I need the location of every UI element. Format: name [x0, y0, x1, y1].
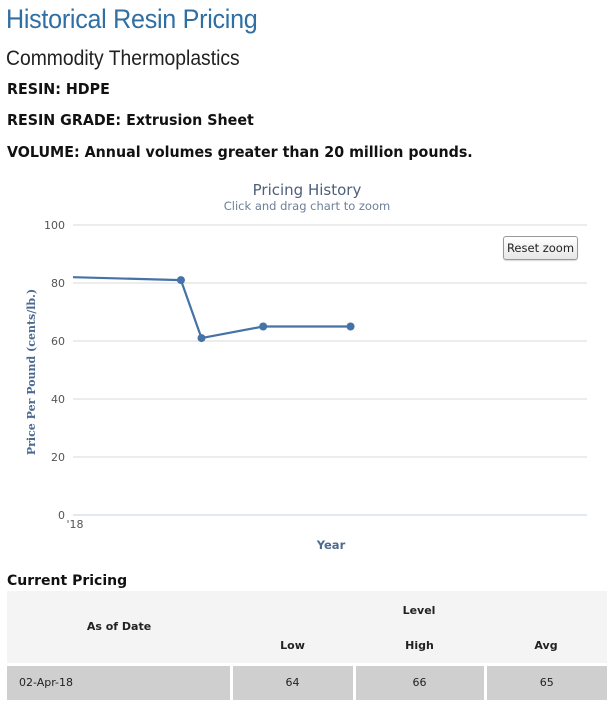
data-point[interactable] [176, 276, 185, 285]
reset-zoom-button[interactable]: Reset zoom [503, 236, 578, 260]
col-as-of-date: As of Date [7, 591, 231, 664]
grade-value: Extrusion Sheet [126, 111, 254, 129]
resin-info: RESIN: HDPE [7, 80, 110, 98]
chart-subtitle: Click and drag chart to zoom [224, 199, 390, 213]
y-tick-label: 80 [51, 277, 65, 290]
y-tick-label: 40 [51, 393, 65, 406]
table-row: 02-Apr-18 64 66 65 [7, 664, 607, 700]
cell-date: 02-Apr-18 [7, 664, 231, 700]
y-tick-label: 20 [51, 451, 65, 464]
grade-info: RESIN GRADE: Extrusion Sheet [7, 111, 254, 129]
x-tick-label: '18 [66, 518, 83, 531]
series-group [72, 276, 355, 343]
data-point[interactable] [197, 334, 206, 343]
current-pricing-heading: Current Pricing [7, 573, 128, 589]
cell-low: 64 [229, 664, 354, 700]
col-level: Level [231, 591, 607, 629]
col-low: Low [231, 629, 354, 664]
page-title: Historical Resin Pricing [6, 4, 258, 34]
current-pricing-table: As of Date Level Low High Avg 02-Apr-18 … [7, 591, 607, 700]
series-line [72, 276, 351, 340]
volume-value: Annual volumes greater than 20 million p… [84, 143, 473, 161]
data-point[interactable] [259, 322, 268, 331]
page-subtitle: Commodity Thermoplastics [6, 47, 240, 70]
col-avg: Avg [485, 629, 607, 664]
grade-label: RESIN GRADE: [7, 111, 122, 129]
y-axis-title: Price Per Pound (cents/lb.) [25, 289, 38, 455]
x-axis-title: Year [316, 538, 346, 552]
y-tick-labels: 0 20 40 60 80 100 [44, 219, 65, 522]
data-point[interactable] [346, 322, 355, 331]
cell-avg: 65 [483, 664, 607, 700]
resin-value: HDPE [65, 80, 110, 98]
chart-title: Pricing History [253, 181, 362, 199]
resin-label: RESIN: [7, 80, 61, 98]
volume-info: VOLUME: Annual volumes greater than 20 m… [7, 143, 473, 161]
y-gridlines [73, 224, 587, 458]
volume-label: VOLUME: [7, 143, 80, 161]
pricing-history-chart[interactable]: Pricing History Click and drag chart to … [0, 176, 613, 556]
y-tick-label: 100 [44, 219, 65, 232]
x-tick-labels: '18 [66, 518, 83, 531]
y-tick-label: 60 [51, 335, 65, 348]
y-tick-label: 0 [58, 509, 65, 522]
col-high: High [354, 629, 485, 664]
cell-high: 66 [352, 664, 485, 700]
